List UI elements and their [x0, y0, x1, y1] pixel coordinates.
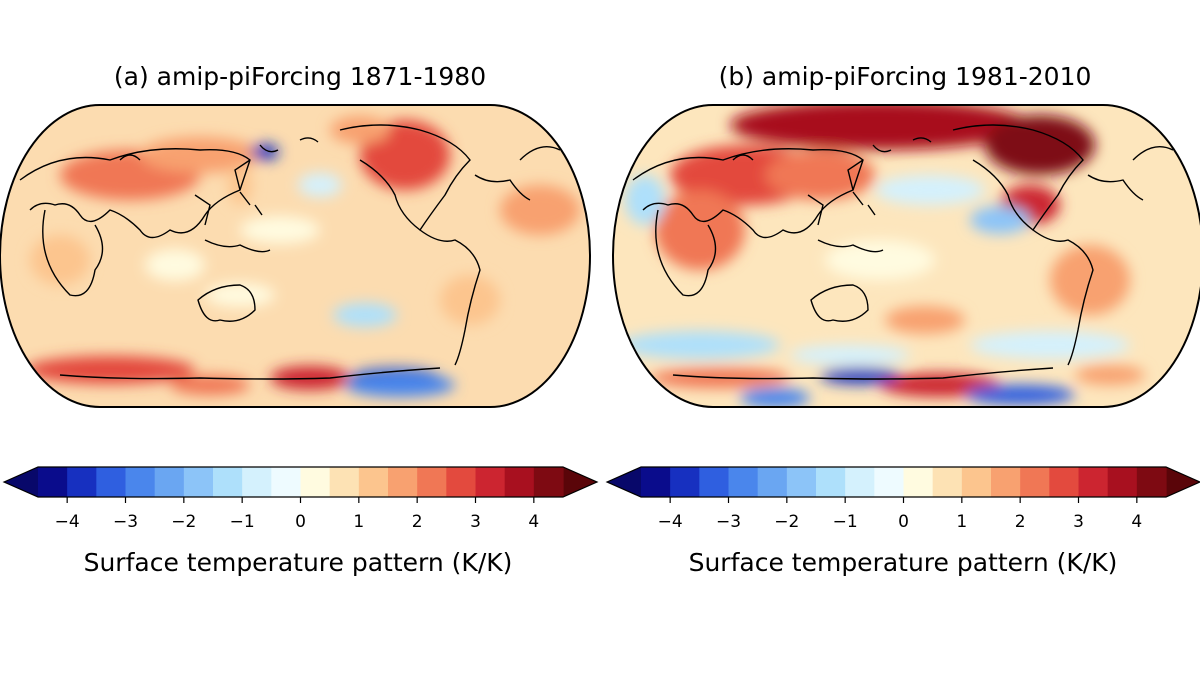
colorbar-bin — [991, 467, 1021, 497]
colorbar-bin — [358, 467, 389, 497]
colorbar-tick-label: −3 — [716, 512, 741, 532]
colorbar-tick-label: −1 — [230, 512, 255, 532]
colorbar-bin — [446, 467, 477, 497]
colorbar-tick-label: 4 — [1131, 512, 1142, 532]
colorbar-tick-label: −3 — [113, 512, 138, 532]
colorbar-tick-label: −1 — [833, 512, 858, 532]
map-panel-a — [0, 104, 591, 408]
colorbar-outline — [605, 466, 1200, 498]
colorbar-tick-label: 1 — [353, 512, 364, 532]
colorbar-bin — [388, 467, 418, 497]
colorbar-bin — [845, 467, 875, 497]
colorbar-bin — [38, 467, 68, 497]
colorbar-bin — [96, 467, 127, 497]
colorbar-bin — [417, 467, 447, 497]
colorbar-bin — [757, 467, 788, 497]
colorbar-under-extension — [4, 467, 38, 497]
colorbar-bin — [67, 467, 97, 497]
colorbar-bin — [1049, 467, 1080, 497]
colorbar-bin — [874, 467, 905, 497]
colorbar-tick-label: −4 — [658, 512, 683, 532]
colorbar-bin — [329, 467, 360, 497]
colorbar-bin — [213, 467, 243, 497]
colorbar-tick-label: 4 — [528, 512, 539, 532]
colorbar-over-extension — [1166, 467, 1200, 497]
colorbar-bin — [125, 467, 156, 497]
colorbar-bin — [1078, 467, 1109, 497]
colorbar-tick-label: 1 — [956, 512, 967, 532]
map-b-frame — [612, 104, 1200, 408]
colorbar-bin — [504, 467, 535, 497]
colorbar-bin — [300, 467, 331, 497]
colorbar-b-label: Surface temperature pattern (K/K) — [688, 548, 1118, 577]
colorbar-tick-label: 3 — [1073, 512, 1084, 532]
map-a-frame — [0, 104, 591, 408]
colorbar-bin — [728, 467, 759, 497]
colorbar-bin — [242, 467, 272, 497]
colorbar-tick-label: −2 — [774, 512, 799, 532]
colorbar-bin — [932, 467, 963, 497]
panel-b-title: (b) amip-piForcing 1981-2010 — [718, 62, 1092, 91]
colorbar-bin — [816, 467, 846, 497]
colorbar-tick-label: 2 — [412, 512, 423, 532]
colorbar-bin — [533, 467, 564, 497]
colorbar-tick-label: 0 — [295, 512, 306, 532]
map-b-coastlines — [632, 124, 1174, 380]
colorbar-tick-label: 3 — [470, 512, 481, 532]
map-b-anomaly-field — [620, 105, 1145, 407]
map-a-anomaly-field — [25, 116, 580, 397]
colorbar-bin — [271, 467, 302, 497]
colorbar-bin — [475, 467, 506, 497]
colorbar-over-extension — [563, 467, 597, 497]
colorbar-bin — [903, 467, 934, 497]
colorbar-tick-label: 0 — [898, 512, 909, 532]
colorbar-bin — [1020, 467, 1050, 497]
map-a-coastlines — [19, 124, 561, 380]
map-panel-b — [612, 104, 1200, 408]
panel-a-title: (a) amip-piForcing 1871-1980 — [113, 62, 487, 91]
colorbar-bin — [786, 467, 817, 497]
colorbar-under-extension — [607, 467, 641, 497]
colorbar-tick-label: −4 — [55, 512, 80, 532]
colorbar-bin — [670, 467, 700, 497]
colorbar-a: −4 −3 −2 −1 0 1 2 3 4 — [2, 466, 599, 532]
colorbar-outline — [2, 466, 599, 498]
colorbar-bin — [1136, 467, 1167, 497]
colorbar-bin — [961, 467, 992, 497]
colorbar-tick-label: −2 — [171, 512, 196, 532]
colorbar-bin — [183, 467, 214, 497]
colorbar-a-label: Surface temperature pattern (K/K) — [83, 548, 513, 577]
colorbar-tick-label: 2 — [1015, 512, 1026, 532]
colorbar-bin — [641, 467, 671, 497]
colorbar-bin — [154, 467, 185, 497]
colorbar-bin — [1107, 467, 1138, 497]
colorbar-bin — [699, 467, 730, 497]
colorbar-b: −4 −3 −2 −1 0 1 2 3 4 — [605, 466, 1200, 532]
